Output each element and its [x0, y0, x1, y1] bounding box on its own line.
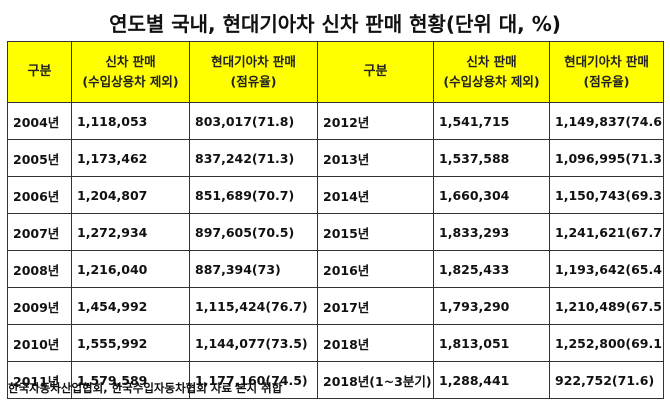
cell-hk-sales: 1,241,621(67.7) — [549, 213, 664, 251]
header-sales-left: 신차 판매 (수입상용차 제외) — [71, 41, 190, 103]
cell-sales: 1,537,588 — [433, 139, 550, 177]
cell-hk-sales: 1,193,642(65.4) — [549, 250, 664, 288]
table-header-row: 구분 신차 판매 (수입상용차 제외) 현대기아차 판매 (점유율) 구분 신차 판… — [7, 41, 664, 103]
cell-hk-sales: 897,605(70.5) — [189, 213, 318, 251]
cell-hk-sales: 1,252,800(69.1) — [549, 324, 664, 362]
table-row: 2005년 1,173,462 837,242(71.3) 2013년 1,53… — [7, 139, 664, 177]
cell-hk-sales: 1,150,743(69.3) — [549, 176, 664, 214]
cell-year: 2015년 — [317, 213, 434, 251]
header-hk-right: 현대기아차 판매 (점유율) — [549, 41, 664, 103]
table-row: 2006년 1,204,807 851,689(70.7) 2014년 1,66… — [7, 176, 664, 214]
cell-year: 2005년 — [7, 139, 72, 177]
cell-year: 2004년 — [7, 102, 72, 140]
sales-table: 구분 신차 판매 (수입상용차 제외) 현대기아차 판매 (점유율) 구분 신차 판… — [7, 41, 664, 399]
cell-hk-sales: 1,115,424(76.7) — [189, 287, 318, 325]
cell-year: 2011년 — [7, 361, 72, 399]
cell-sales: 1,288,441 — [433, 361, 550, 399]
header-year-right: 구분 — [317, 41, 434, 103]
table-row: 2011년 1,579,589 1,177,160(74.5) 2018년(1~… — [7, 361, 664, 399]
cell-hk-sales: 887,394(73) — [189, 250, 318, 288]
cell-sales: 1,118,053 — [71, 102, 190, 140]
table-row: 2009년 1,454,992 1,115,424(76.7) 2017년 1,… — [7, 287, 664, 325]
cell-hk-sales: 1,177,160(74.5) — [189, 361, 318, 399]
source-note: 한국자동차산업협회, 한국수입자동차협회 자료 본지 취합 — [8, 381, 283, 395]
cell-year: 2008년 — [7, 250, 72, 288]
header-sales-right: 신차 판매 (수입상용차 제외) — [433, 41, 550, 103]
table-row: 2007년 1,272,934 897,605(70.5) 2015년 1,83… — [7, 213, 664, 251]
cell-year: 2018년(1~3분기) — [317, 361, 434, 399]
cell-hk-sales: 1,144,077(73.5) — [189, 324, 318, 362]
cell-year: 2017년 — [317, 287, 434, 325]
page-title: 연도별 국내, 현대기아차 신차 판매 현황(단위 대, %) — [109, 12, 561, 36]
cell-sales: 1,813,051 — [433, 324, 550, 362]
cell-year: 2010년 — [7, 324, 72, 362]
cell-sales: 1,541,715 — [433, 102, 550, 140]
cell-year: 2009년 — [7, 287, 72, 325]
cell-sales: 1,173,462 — [71, 139, 190, 177]
cell-sales: 1,793,290 — [433, 287, 550, 325]
cell-sales: 1,833,293 — [433, 213, 550, 251]
cell-hk-sales: 803,017(71.8) — [189, 102, 318, 140]
cell-year: 2014년 — [317, 176, 434, 214]
table-row: 2010년 1,555,992 1,144,077(73.5) 2018년 1,… — [7, 324, 664, 362]
cell-year: 2016년 — [317, 250, 434, 288]
cell-hk-sales: 922,752(71.6) — [549, 361, 664, 399]
cell-sales: 1,454,992 — [71, 287, 190, 325]
header-hk-left: 현대기아차 판매 (점유율) — [189, 41, 318, 103]
cell-year: 2007년 — [7, 213, 72, 251]
cell-hk-sales: 851,689(70.7) — [189, 176, 318, 214]
cell-year: 2006년 — [7, 176, 72, 214]
cell-hk-sales: 1,210,489(67.5) — [549, 287, 664, 325]
cell-hk-sales: 837,242(71.3) — [189, 139, 318, 177]
cell-sales: 1,204,807 — [71, 176, 190, 214]
cell-year: 2018년 — [317, 324, 434, 362]
cell-hk-sales: 1,149,837(74.6) — [549, 102, 664, 140]
cell-year: 2013년 — [317, 139, 434, 177]
table-row: 2004년 1,118,053 803,017(71.8) 2012년 1,54… — [7, 102, 664, 140]
cell-sales: 1,216,040 — [71, 250, 190, 288]
header-year-left: 구분 — [7, 41, 72, 103]
table-row: 2008년 1,216,040 887,394(73) 2016년 1,825,… — [7, 250, 664, 288]
cell-sales: 1,272,934 — [71, 213, 190, 251]
cell-hk-sales: 1,096,995(71.3) — [549, 139, 664, 177]
cell-sales: 1,825,433 — [433, 250, 550, 288]
cell-year: 2012년 — [317, 102, 434, 140]
cell-sales: 1,660,304 — [433, 176, 550, 214]
cell-sales: 1,555,992 — [71, 324, 190, 362]
